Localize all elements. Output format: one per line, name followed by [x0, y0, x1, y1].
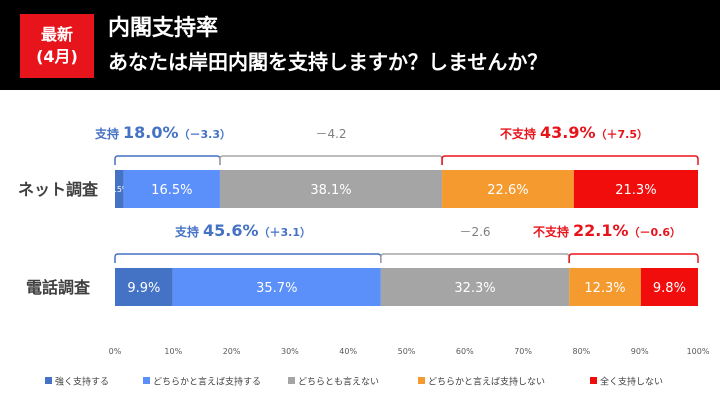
bar-segment	[569, 268, 641, 306]
x-tick-label: 30%	[281, 347, 299, 356]
neutral-change-label: －2.6	[459, 225, 490, 239]
legend-label: 全く支持しない	[600, 376, 663, 388]
support-label: 支持 45.6%（＋3.1）	[174, 221, 311, 240]
x-tick-label: 60%	[456, 347, 474, 356]
legend-swatch	[45, 377, 52, 384]
category-label: ネット調査	[18, 180, 98, 199]
x-tick-label: 0%	[109, 347, 122, 356]
bar-segment	[123, 170, 220, 208]
data-label: 21.3%	[615, 183, 656, 198]
data-label: 1.5%	[109, 185, 130, 194]
bar-segment	[380, 268, 570, 306]
oppose-label: 不支持 43.9%（＋7.5）	[500, 123, 648, 142]
support-bracket	[114, 155, 221, 165]
oppose-bracket	[568, 253, 699, 263]
support-bracket	[114, 253, 382, 263]
badge-label: 最新	[40, 25, 73, 44]
bar-segment	[115, 268, 173, 306]
data-label: 32.3%	[454, 281, 495, 296]
legend-swatch	[143, 377, 150, 384]
legend-label: どちらかと言えば支持する	[153, 376, 261, 388]
support-label: 支持 18.0%（－3.3）	[94, 123, 231, 142]
x-tick-label: 10%	[164, 347, 182, 356]
data-label: 35.7%	[256, 281, 297, 296]
bar-segment	[640, 268, 698, 306]
legend-swatch	[288, 377, 295, 384]
data-label: 22.6%	[487, 183, 528, 198]
bar-segment	[573, 170, 698, 208]
x-tick-label: 90%	[631, 347, 649, 356]
legend-swatch	[418, 377, 425, 384]
bar-segment	[442, 170, 574, 208]
x-tick-label: 20%	[223, 347, 241, 356]
x-tick-label: 50%	[398, 347, 416, 356]
legend-label: どちらとも言えない	[298, 376, 379, 388]
data-label: 9.9%	[127, 281, 160, 296]
data-label: 12.3%	[584, 281, 625, 296]
bar-segment	[172, 268, 381, 306]
legend-label: どちらかと言えば支持しない	[428, 376, 545, 388]
x-tick-label: 40%	[339, 347, 357, 356]
data-label: 9.8%	[653, 281, 686, 296]
bar-segment	[219, 170, 443, 208]
page-subtitle: あなたは岸田内閣を支持しますか？しませんか？	[108, 50, 548, 74]
x-tick-label: 80%	[573, 347, 591, 356]
x-tick-label: 70%	[514, 347, 532, 356]
header-bar: 最新 (4月) 内閣支持率 あなたは岸田内閣を支持しますか？しませんか？	[0, 0, 720, 90]
legend-swatch	[590, 377, 597, 384]
neutral-bracket	[219, 155, 443, 165]
badge-month: (4月)	[36, 47, 78, 66]
data-label: 38.1%	[310, 183, 351, 198]
legend-label: 強く支持する	[55, 376, 109, 388]
latest-badge: 最新 (4月)	[20, 14, 94, 78]
category-label: 電話調査	[26, 278, 90, 297]
data-label: 16.5%	[151, 183, 192, 198]
neutral-change-label: －4.2	[315, 127, 346, 141]
bar-segment	[115, 170, 124, 208]
oppose-bracket	[441, 155, 699, 165]
x-tick-label: 100%	[687, 347, 710, 356]
neutral-bracket	[380, 253, 570, 263]
oppose-label: 不支持 22.1%（－0.6）	[533, 221, 681, 240]
page-title: 内閣支持率	[108, 16, 219, 41]
